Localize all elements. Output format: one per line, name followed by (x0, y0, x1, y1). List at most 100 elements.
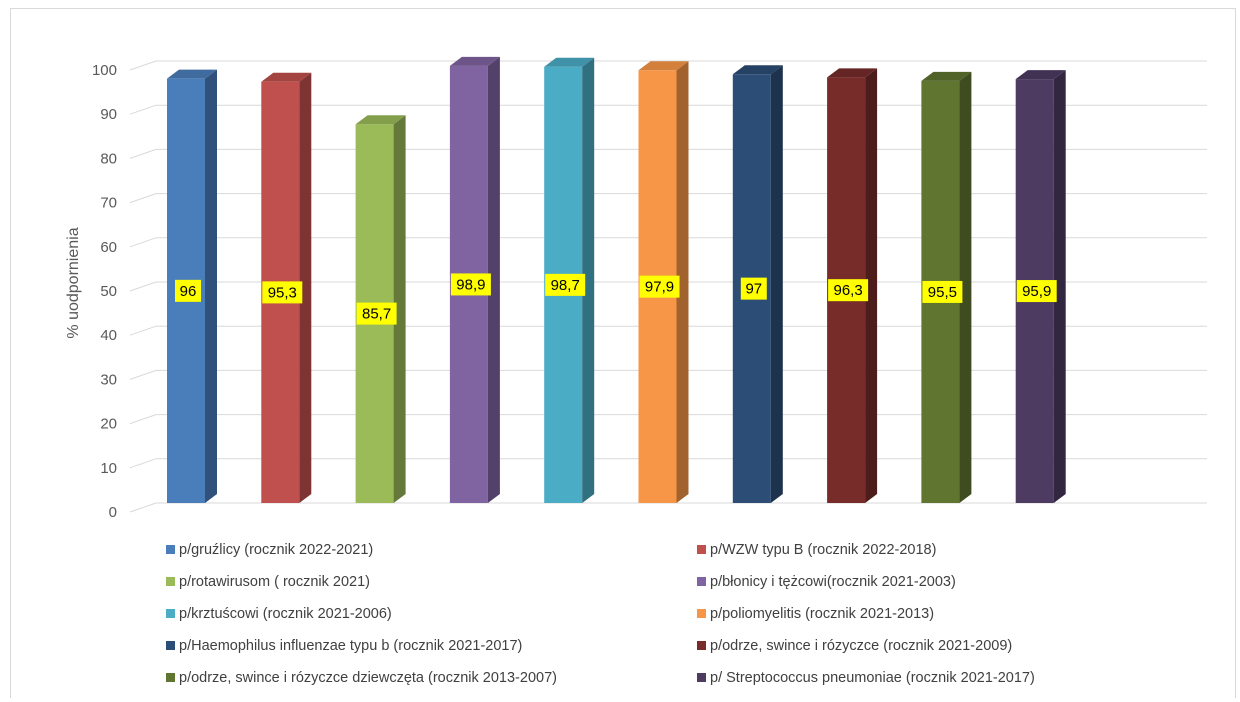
legend-label: p/poliomyelitis (rocznik 2021-2013) (710, 606, 934, 622)
bar-top (1015, 70, 1066, 80)
legend-item: p/błonicy i tężcowi(rocznik 2021-2003) (697, 574, 956, 590)
data-label: 95,9 (1016, 280, 1057, 303)
legend-swatch (697, 545, 706, 554)
data-label-text: 97 (745, 281, 762, 298)
y-tick-label: 70 (100, 195, 117, 212)
gridline-diagonal (129, 193, 157, 204)
data-label-bg (175, 279, 201, 302)
gridline-diagonal (129, 325, 157, 336)
gridline-diagonal (129, 281, 157, 292)
legend-label: p/błonicy i tężcowi(rocznik 2021-2003) (710, 574, 956, 590)
data-label-text: 98,7 (551, 277, 580, 294)
legend-label: p/WZW typu B (rocznik 2022-2018) (710, 542, 936, 558)
gridline-diagonal (129, 237, 157, 248)
data-label-bg (740, 277, 767, 300)
gridline-diagonal (129, 458, 157, 469)
gridline-diagonal (129, 414, 157, 425)
data-label-text: 98,9 (456, 276, 485, 293)
y-tick-label: 80 (100, 150, 117, 167)
data-label: 97 (740, 277, 767, 300)
data-label-bg (922, 280, 963, 303)
gridline-diagonal (129, 148, 157, 159)
bar-top (449, 56, 500, 66)
bars (167, 56, 1066, 504)
data-labels: 96 95,3 85,7 98,9 98,7 97,9 97 96,3 95,5 95,9 (175, 273, 1057, 325)
data-label-text: 96,3 (833, 282, 862, 299)
legend-item: p/odrze, swince i rózyczce dziewczęta (r… (166, 670, 557, 686)
data-label-bg (1016, 280, 1057, 303)
y-axis-label: % uodpornienia (65, 227, 82, 338)
legend-label: p/ Streptococcus pneumoniae (rocznik 202… (710, 670, 1035, 686)
legend-item: p/poliomyelitis (rocznik 2021-2013) (697, 606, 934, 622)
legend-item: p/odrze, swince i rózyczce (rocznik 2021… (697, 638, 1012, 654)
legend-item: p/krztuścowi (rocznik 2021-2006) (166, 606, 392, 622)
bar-side (487, 56, 500, 503)
data-label-text: 95,5 (928, 284, 957, 301)
data-label: 98,9 (450, 273, 491, 296)
legend-swatch (166, 673, 175, 682)
bar-side (205, 69, 217, 504)
y-tick-label: 20 (100, 416, 117, 433)
data-label-bg (450, 273, 491, 296)
bar-side (959, 71, 972, 503)
bar-side (299, 72, 312, 504)
data-label: 95,5 (922, 280, 963, 303)
legend-item: p/rotawirusom ( rocznik 2021) (166, 574, 370, 590)
data-label-text: 96 (180, 283, 197, 300)
data-label: 85,7 (356, 302, 397, 325)
legend-swatch (697, 577, 706, 586)
y-axis-ticks: 0 10 20 30 40 50 60 70 80 90 100 (92, 62, 117, 521)
chart-frame (10, 8, 1236, 698)
legend-item: p/ Streptococcus pneumoniae (rocznik 202… (697, 670, 1035, 686)
y-tick-label: 0 (109, 504, 117, 521)
legend-swatch (697, 609, 706, 618)
legend-label: p/krztuścowi (rocznik 2021-2006) (179, 606, 392, 622)
bar-side (676, 61, 689, 503)
legend-swatch (697, 641, 706, 650)
legend-swatch (166, 545, 175, 554)
bar-top (732, 65, 783, 75)
legend: p/gruźlicy (rocznik 2022-2021) p/WZW typu… (166, 542, 1035, 686)
bar-side (865, 68, 878, 503)
legend-label: p/gruźlicy (rocznik 2022-2021) (179, 542, 373, 558)
y-tick-label: 30 (100, 371, 117, 388)
data-label: 95,3 (262, 281, 303, 304)
data-label-bg (545, 273, 586, 296)
data-label: 96,3 (828, 279, 869, 302)
y-tick-label: 10 (100, 460, 117, 477)
data-label-text: 95,3 (268, 284, 297, 301)
legend-swatch (166, 641, 175, 650)
bar-top (167, 69, 217, 79)
data-label-bg (828, 279, 869, 302)
bar-side (1053, 70, 1066, 503)
bar-top (827, 68, 878, 78)
data-label-bg (639, 275, 680, 298)
bar-side (770, 65, 783, 503)
bar-top (921, 71, 972, 81)
bar-top (261, 72, 312, 82)
legend-label: p/odrze, swince i rózyczce dziewczęta (r… (179, 670, 557, 686)
legend-swatch (166, 577, 175, 586)
legend-swatch (166, 609, 175, 618)
bar-top (638, 61, 689, 71)
y-tick-label: 60 (100, 239, 117, 256)
legend-item: p/gruźlicy (rocznik 2022-2021) (166, 542, 373, 558)
legend-label: p/Haemophilus influenzae typu b (rocznik… (179, 638, 522, 654)
legend-label: p/rotawirusom ( rocznik 2021) (179, 574, 370, 590)
bar-side (582, 57, 595, 503)
y-tick-label: 40 (100, 327, 117, 344)
bar-side (393, 115, 406, 504)
y-tick-label: 50 (100, 283, 117, 300)
gridline-diagonal (129, 502, 157, 513)
data-label: 98,7 (545, 273, 586, 296)
data-label-bg (356, 302, 397, 325)
legend-item: p/WZW typu B (rocznik 2022-2018) (697, 542, 936, 558)
legend-item: p/Haemophilus influenzae typu b (rocznik… (166, 638, 522, 654)
data-label: 97,9 (639, 275, 680, 298)
data-label-text: 95,9 (1022, 283, 1051, 300)
gridline-diagonal (129, 369, 157, 380)
gridline-diagonal (129, 60, 157, 71)
y-tick-label: 90 (100, 106, 117, 123)
gridline-diagonal (129, 104, 157, 115)
